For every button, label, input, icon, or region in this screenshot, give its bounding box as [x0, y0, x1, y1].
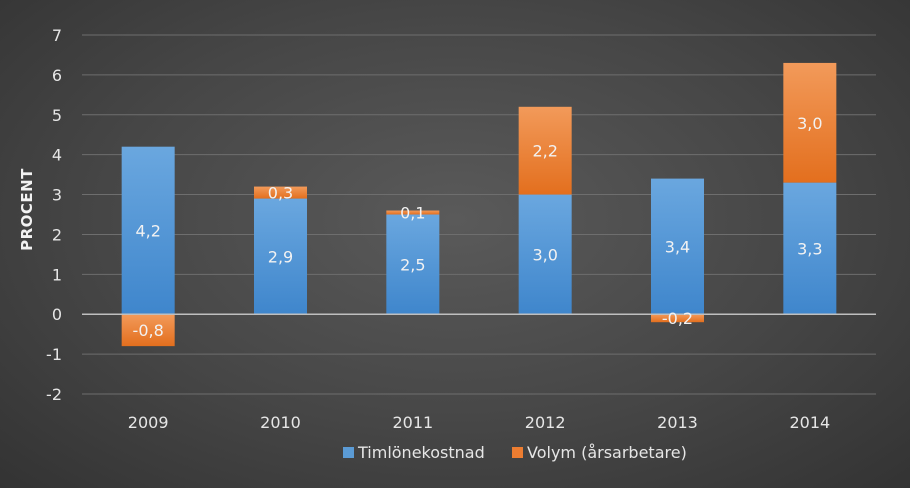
bar-timlonekostnad [651, 178, 704, 315]
bar-volym [783, 62, 837, 183]
data-label-volym: -0,8 [133, 321, 164, 340]
data-label-volym: 2,2 [532, 142, 557, 161]
y-tick-label: 1 [52, 265, 62, 284]
x-tick-label: 2009 [128, 413, 169, 432]
legend-label: Timlönekostnad [357, 443, 485, 462]
bar-timlonekostnad [518, 194, 572, 315]
y-tick-label: -1 [46, 345, 62, 364]
legend-swatch [512, 447, 523, 458]
bar-timlonekostnad [783, 182, 837, 315]
data-label-timlonekostnad: 4,2 [135, 221, 160, 240]
y-tick-label: 0 [52, 305, 62, 324]
data-label-volym: 3,0 [797, 114, 822, 133]
y-tick-label: 4 [52, 146, 62, 165]
x-tick-label: 2010 [260, 413, 301, 432]
bar-volym [121, 314, 175, 347]
data-label-timlonekostnad: 3,0 [532, 245, 557, 264]
data-label-volym: 0,1 [400, 204, 425, 223]
legend-label: Volym (årsarbetare) [527, 443, 687, 462]
bar-volym [386, 210, 440, 215]
bar-volym [651, 314, 704, 323]
y-tick-label: -2 [46, 385, 62, 404]
y-tick-label: 5 [52, 106, 62, 125]
data-label-timlonekostnad: 3,3 [797, 239, 822, 258]
data-label-volym: -0,2 [662, 309, 693, 328]
data-label-timlonekostnad: 3,4 [665, 237, 690, 256]
x-tick-label: 2011 [392, 413, 433, 432]
data-label-volym: 0,3 [268, 184, 293, 203]
bar-timlonekostnad [386, 214, 440, 315]
x-tick-label: 2013 [657, 413, 698, 432]
x-tick-label: 2012 [525, 413, 566, 432]
bar-volym [518, 106, 572, 195]
legend: Timlönekostnad Volym (årsarbetare) [343, 443, 687, 462]
bar-volym [254, 186, 307, 199]
x-tick-label: 2014 [789, 413, 830, 432]
y-tick-label: 2 [52, 225, 62, 244]
y-tick-label: 3 [52, 186, 62, 205]
data-label-timlonekostnad: 2,5 [400, 255, 425, 274]
bar-timlonekostnad [254, 198, 307, 315]
y-axis-title: PROCENT [18, 168, 36, 251]
legend-swatch [343, 447, 354, 458]
bar-timlonekostnad [121, 146, 175, 315]
data-label-timlonekostnad: 2,9 [268, 247, 293, 266]
y-tick-label: 7 [52, 26, 62, 45]
y-tick-label: 6 [52, 66, 62, 85]
